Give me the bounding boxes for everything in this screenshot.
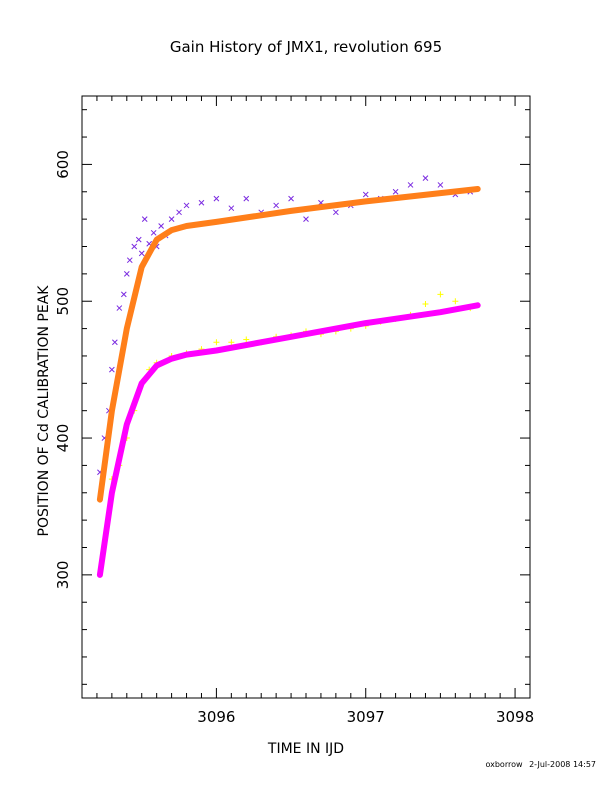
footer-user: oxborrow bbox=[485, 760, 523, 769]
plot-frame bbox=[81, 95, 531, 699]
plus-marker-point bbox=[422, 300, 429, 307]
x-marker-point bbox=[333, 209, 339, 216]
x-marker-point bbox=[422, 175, 429, 181]
chart-title: Gain History of JMX1, revolution 695 bbox=[169, 38, 443, 56]
series-0 bbox=[97, 175, 474, 476]
y-tick-label: 400 bbox=[54, 424, 72, 453]
y-tick-label: 500 bbox=[54, 287, 72, 316]
x-marker-point bbox=[437, 182, 444, 188]
x-marker-point bbox=[392, 188, 399, 195]
footer: oxborrow 2-Jul-2008 14:57 bbox=[481, 760, 596, 769]
x-marker-point bbox=[288, 195, 294, 202]
series-1 bbox=[96, 186, 481, 503]
x-tick-label: 3098 bbox=[496, 708, 534, 726]
x-marker-point bbox=[109, 366, 115, 373]
series-3 bbox=[96, 302, 481, 578]
plus-marker-point bbox=[213, 339, 220, 346]
y-axis-label: POSITION OF Cd CALIBRATION PEAK bbox=[36, 285, 52, 537]
plus-marker-point bbox=[243, 336, 250, 343]
x-axis-label: TIME IN IJD bbox=[267, 741, 345, 757]
x-marker-point bbox=[116, 305, 123, 311]
x-marker-point bbox=[168, 216, 175, 222]
x-marker-point bbox=[228, 205, 235, 212]
x-marker-point bbox=[141, 216, 148, 222]
x-marker-point bbox=[150, 229, 157, 236]
plus-marker-point bbox=[452, 298, 459, 305]
x-marker-point bbox=[183, 202, 190, 209]
footer-timestamp: 2-Jul-2008 14:57 bbox=[529, 760, 596, 769]
x-marker-point bbox=[126, 257, 133, 264]
series-2 bbox=[108, 291, 474, 483]
x-marker-point bbox=[243, 195, 250, 202]
x-marker-point bbox=[138, 250, 145, 257]
x-marker-point bbox=[111, 339, 118, 346]
x-tick-label: 3097 bbox=[347, 708, 385, 726]
x-marker-point bbox=[120, 291, 127, 298]
x-marker-point bbox=[135, 236, 142, 243]
y-tick-label: 600 bbox=[54, 150, 72, 179]
x-tick-label: 3096 bbox=[197, 708, 235, 726]
x-marker-point bbox=[362, 191, 369, 198]
x-marker-point bbox=[407, 182, 414, 188]
fit-line bbox=[96, 302, 481, 578]
fit-line bbox=[96, 186, 481, 503]
x-marker-point bbox=[131, 243, 138, 250]
x-marker-point bbox=[213, 195, 220, 202]
x-marker-point bbox=[123, 271, 130, 277]
x-marker-point bbox=[303, 216, 309, 222]
x-marker-point bbox=[198, 199, 205, 206]
chart-marks bbox=[96, 175, 481, 578]
y-tick-label: 300 bbox=[54, 561, 72, 590]
x-marker-point bbox=[273, 202, 279, 209]
plus-marker-point bbox=[437, 291, 444, 298]
x-marker-point bbox=[158, 223, 165, 229]
x-marker-point bbox=[176, 209, 182, 216]
plus-marker-point bbox=[228, 339, 235, 346]
axes: 3096 3097 3098 300 400 500 600 bbox=[54, 96, 534, 726]
